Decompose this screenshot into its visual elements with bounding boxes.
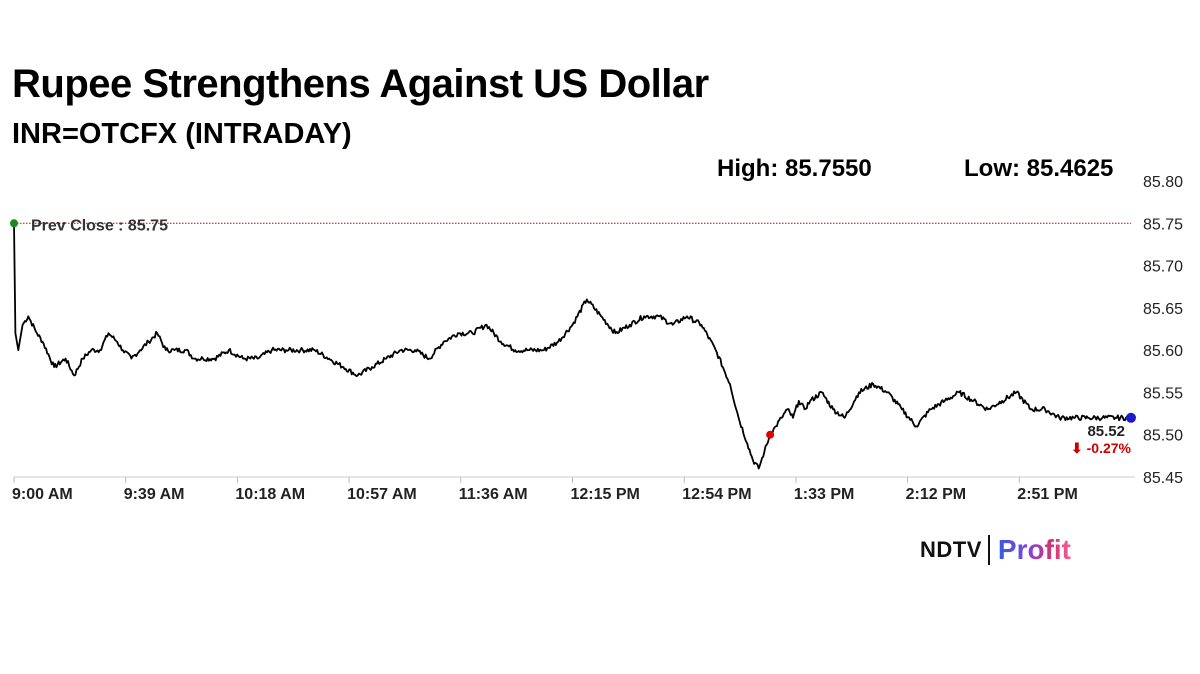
intraday-line-chart: Prev Close : 85.75 85.80 85.75 85.70 85.65 85… [10,174,1183,503]
x-tick-label: 10:57 AM [347,486,417,503]
x-tick-label: 2:12 PM [906,486,966,503]
prev-close-label: Prev Close : 85.75 [31,217,168,234]
ndtv-profit-logo: NDTV Profit [920,534,1071,566]
y-tick-label: 85.50 [1143,428,1183,445]
last-value-label: 85.52 [1087,423,1125,440]
x-tick-label: 2:51 PM [1017,486,1077,503]
x-tick-label: 12:15 PM [571,486,640,503]
price-line [13,223,1132,470]
low-point-marker [766,430,775,439]
y-tick-label: 85.65 [1143,301,1183,318]
logo-divider [987,535,990,565]
end-point-marker [1126,412,1136,423]
y-tick-label: 85.60 [1143,343,1183,360]
chart-title: Rupee Strengthens Against US Dollar [12,62,709,106]
x-tick-label: 9:39 AM [124,486,185,503]
day-high-label: High: 85.7550 [717,155,872,182]
plot-area: Prev Close : 85.75 85.80 85.75 85.70 85.65 85… [10,174,1183,503]
change-percent-label: ⬇ -0.27% [1071,440,1132,456]
x-tick-label: 12:54 PM [682,486,751,503]
day-low-label: Low: 85.4625 [964,155,1114,182]
y-tick-label: 85.80 [1143,174,1183,191]
start-point-marker [10,219,18,228]
y-tick-label: 85.55 [1143,385,1183,402]
y-tick-label: 85.45 [1143,470,1183,487]
x-tick-label: 10:18 AM [235,486,305,503]
y-tick-label: 85.75 [1143,216,1183,233]
x-tick-label: 1:33 PM [794,486,854,503]
chart-subtitle: INR=OTCFX (INTRADAY) [12,118,352,150]
x-tick-label: 11:36 AM [459,486,528,503]
logo-brand: NDTV [920,537,982,562]
y-tick-label: 85.70 [1143,259,1183,276]
x-tick-label: 9:00 AM [12,486,73,503]
logo-product: Profit [997,534,1071,565]
